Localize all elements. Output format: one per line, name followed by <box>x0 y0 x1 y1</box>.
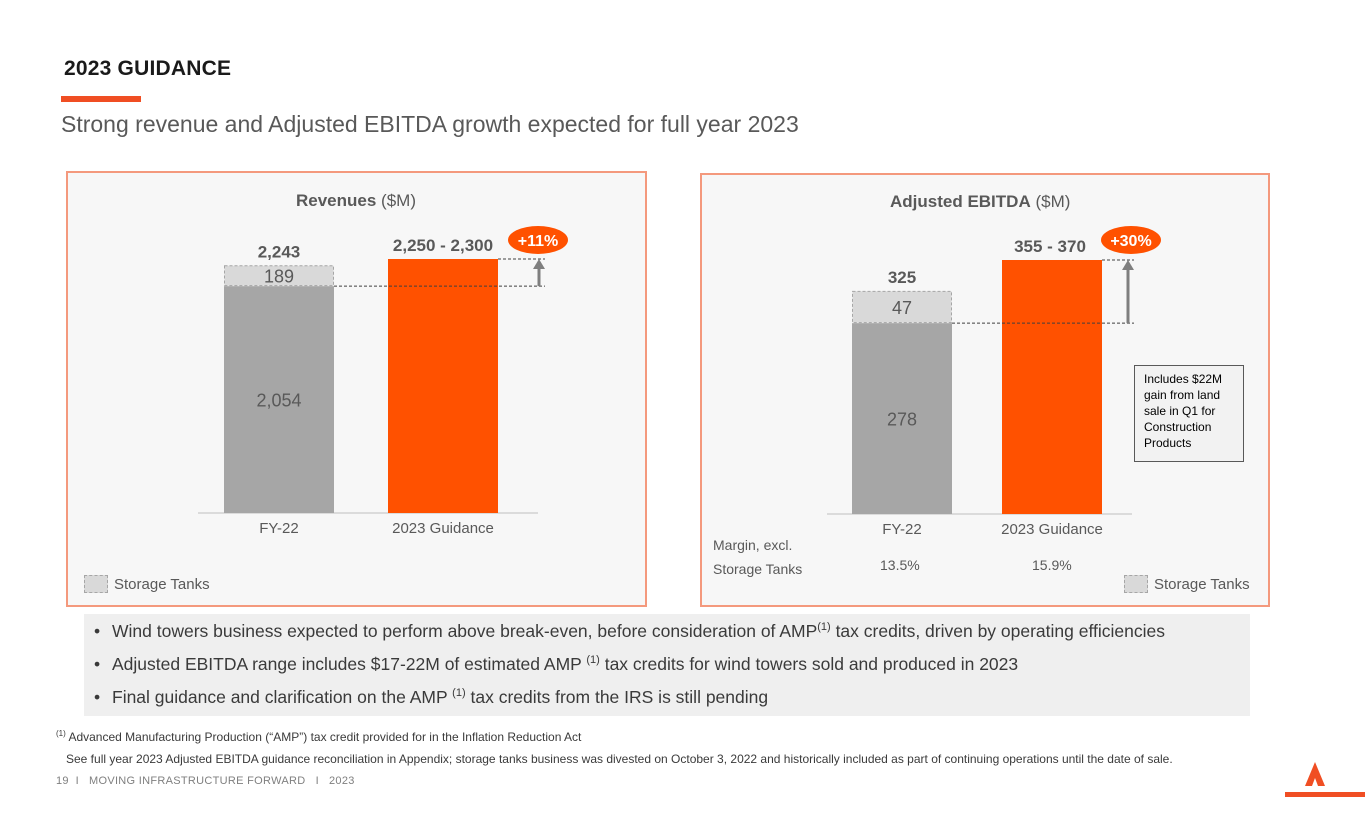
storage-tanks-legend-swatch <box>84 575 108 593</box>
bullet-item: • Adjusted EBITDA range includes $17-22M … <box>94 654 1019 674</box>
bar-2023-guidance <box>1002 260 1102 514</box>
tick-label-2023-guidance: 2023 Guidance <box>392 520 494 537</box>
bar-2023-guidance <box>388 259 498 513</box>
label-fy22-core: 278 <box>887 410 917 430</box>
revenue-chart-panel: Revenues ($M) 2,054 189 2,243 2,250 - 2,300… <box>66 171 647 607</box>
label-fy22-core: 2,054 <box>256 391 301 411</box>
footer: 19 I MOVING INFRASTRUCTURE FORWARD I 202… <box>56 775 355 787</box>
page-subtitle: Strong revenue and Adjusted EBITDA growt… <box>61 111 799 137</box>
growth-arrow-head <box>1122 260 1134 270</box>
tick-label-2023-guidance: 2023 Guidance <box>1001 521 1103 538</box>
growth-badge-label: +11% <box>518 233 558 250</box>
footnote-reconciliation: See full year 2023 Adjusted EBITDA guida… <box>66 752 1173 766</box>
label-2023-guidance: 355 - 370 <box>1014 237 1086 256</box>
growth-badge <box>508 226 568 254</box>
label-2023-guidance: 2,250 - 2,300 <box>393 236 493 255</box>
margin-fy22: 13.5% <box>880 557 920 573</box>
growth-arrow-head <box>533 259 545 269</box>
label-fy22-total: 2,243 <box>258 242 301 261</box>
tick-label-fy22: FY-22 <box>882 521 921 538</box>
ebitda-chart-panel: Adjusted EBITDA ($M) 278 47 325 355 - 370 FY… <box>700 173 1270 607</box>
ebitda-chart-title: Adjusted EBITDA ($M) <box>890 192 1071 211</box>
bullet-item: • Final guidance and clarification on the… <box>94 687 769 707</box>
revenue-chart-title: Revenues ($M) <box>296 191 416 210</box>
bar-fy22-core <box>224 286 334 513</box>
label-fy22-total: 325 <box>888 268 916 287</box>
margin-label-line2: Storage Tanks <box>713 561 803 577</box>
bullet-item: • Wind towers business expected to perfor… <box>94 621 1165 641</box>
company-logo <box>1285 762 1365 797</box>
storage-tanks-legend-swatch <box>1124 575 1148 593</box>
key-points-box: • Wind towers business expected to perfor… <box>84 614 1250 716</box>
bar-fy22-core <box>852 323 952 514</box>
ebitda-chart: 278 47 325 355 - 370 FY-22 2023 Guidance +30% <box>827 226 1161 538</box>
page-title: 2023 GUIDANCE <box>64 57 232 80</box>
label-fy22-storage-tanks: 189 <box>264 267 294 287</box>
growth-badge <box>1101 226 1161 254</box>
bar-fy22-storage-tanks <box>224 265 334 287</box>
revenue-chart: 2,054 189 2,243 2,250 - 2,300 FY-22 2023 Guid… <box>198 226 568 537</box>
margin-2023-guidance: 15.9% <box>1032 557 1072 573</box>
storage-tanks-legend-label: Storage Tanks <box>1154 576 1250 593</box>
growth-badge-label: +30% <box>1110 233 1151 250</box>
storage-tanks-legend-label: Storage Tanks <box>114 576 210 593</box>
bar-fy22-storage-tanks <box>852 290 952 324</box>
label-fy22-storage-tanks: 47 <box>892 298 912 318</box>
tick-label-fy22: FY-22 <box>259 520 298 537</box>
land-sale-note: Includes $22M gain from land sale in Q1 … <box>1134 365 1244 462</box>
footnote-amp: (1) Advanced Manufacturing Production (“… <box>56 729 582 745</box>
title-accent-bar <box>61 96 141 102</box>
margin-label-line1: Margin, excl. <box>713 537 793 553</box>
